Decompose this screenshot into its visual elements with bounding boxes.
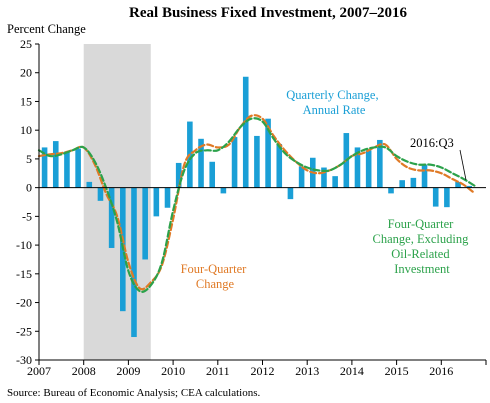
quarterly-bar	[242, 76, 249, 188]
x-tick-label: 2007	[27, 364, 51, 378]
quarterly-bar	[64, 151, 70, 188]
quarterly-bar	[298, 166, 305, 188]
quarterly-bar	[399, 180, 405, 188]
y-tick-label: 15	[20, 94, 32, 108]
source-note: Source: Bureau of Economic Analysis; CEA…	[7, 387, 261, 399]
quarterly-bar	[455, 181, 461, 188]
y-tick-label: 10	[20, 123, 32, 137]
quarterly-bar	[153, 187, 160, 217]
x-tick-label: 2011	[206, 364, 230, 378]
quarterly-bar	[354, 147, 361, 188]
quarterly-bar	[175, 162, 182, 188]
x-tick-label: 2015	[385, 364, 409, 378]
y-tick-label: 0	[26, 181, 32, 195]
quarterly-bar	[444, 187, 450, 208]
x-tick-label: 2012	[251, 364, 275, 378]
y-tick-label: -30	[16, 353, 32, 367]
quarterly-bar	[142, 187, 148, 260]
quarterly-bar	[466, 185, 473, 188]
quarterly-bar	[321, 167, 327, 188]
quarterly-bar	[265, 118, 271, 188]
quarterly-bar	[86, 181, 93, 188]
x-tick-label: 2014	[340, 364, 364, 378]
quarterly-bar	[365, 150, 372, 188]
recession-shading	[83, 44, 151, 360]
latest-quarter-label: 2016:Q3	[410, 136, 454, 150]
quarterly-bar	[410, 177, 417, 188]
latest-quarter-pointer	[459, 149, 467, 181]
excl-oil-label: Four-Quarter Change, Excluding Oil-Relat…	[373, 217, 472, 276]
y-tick-label: -25	[16, 324, 32, 338]
chart-title: Real Business Fixed Investment, 2007–201…	[129, 5, 407, 21]
quarterly-bar	[209, 161, 216, 188]
quarterly-bar	[254, 135, 260, 188]
quarterly-label: Quarterly Change, Annual Rate	[286, 88, 381, 117]
x-tick-label: 2013	[295, 364, 319, 378]
y-tick-label: 20	[20, 66, 32, 80]
quarterly-bar	[75, 148, 81, 188]
quarterly-label-line: Annual Rate	[303, 103, 366, 117]
excl-oil-label-line: Change, Excluding	[373, 232, 470, 246]
quarterly-bar	[421, 164, 428, 188]
y-axis-label: Percent Change	[7, 22, 86, 36]
axes	[35, 43, 487, 365]
excl-oil-label-line: Four-Quarter	[388, 217, 455, 231]
y-tick-label: -5	[22, 209, 32, 223]
y-tick-label: 25	[20, 37, 32, 51]
quarterly-bar	[52, 141, 59, 188]
quarterly-bar	[231, 137, 238, 188]
y-tick-label: -20	[16, 296, 32, 310]
quarterly-bar	[432, 187, 439, 207]
quarterly-bar	[388, 187, 394, 194]
quarterly-bar	[287, 187, 294, 200]
excl-oil-label-line: Oil-Related	[391, 247, 450, 261]
excl-oil-line	[37, 117, 476, 293]
four-quarter-label-line: Four-Quarter	[181, 262, 248, 276]
y-tick-label: 5	[26, 152, 32, 166]
quarterly-bar	[332, 176, 338, 188]
trend-lines	[37, 114, 476, 293]
y-tick-label: -15	[16, 267, 32, 281]
quarterly-bar	[41, 147, 48, 188]
quarterly-bar	[97, 187, 104, 201]
quarterly-label-line: Quarterly Change,	[286, 88, 378, 102]
quarterly-bar	[220, 187, 227, 194]
x-tick-label: 2009	[116, 364, 140, 378]
quarterly-bar	[131, 187, 137, 338]
quarterly-bar	[276, 143, 283, 188]
quarterly-bar	[198, 138, 204, 188]
four-quarter-label: Four-Quarter Change	[181, 262, 250, 291]
x-tick-labels: 2007 2008 2009 2010 2011 2012 2013 2014 2015 2016	[27, 364, 453, 378]
x-tick-label: 2016	[429, 364, 453, 378]
y-tick-label: -10	[16, 238, 32, 252]
quarterly-bar	[164, 187, 171, 208]
quarterly-bar	[108, 187, 115, 248]
four-quarter-label-line: Change	[196, 277, 235, 291]
recession-band	[83, 44, 151, 360]
quarterly-bar	[377, 139, 383, 188]
excl-oil-label-line: Investment	[394, 262, 450, 276]
y-tick-labels: -30 -25 -20 -15 -10 -5 0 5 10 15 20 25	[16, 37, 32, 367]
x-tick-label: 2008	[72, 364, 96, 378]
x-tick-label: 2010	[161, 364, 185, 378]
